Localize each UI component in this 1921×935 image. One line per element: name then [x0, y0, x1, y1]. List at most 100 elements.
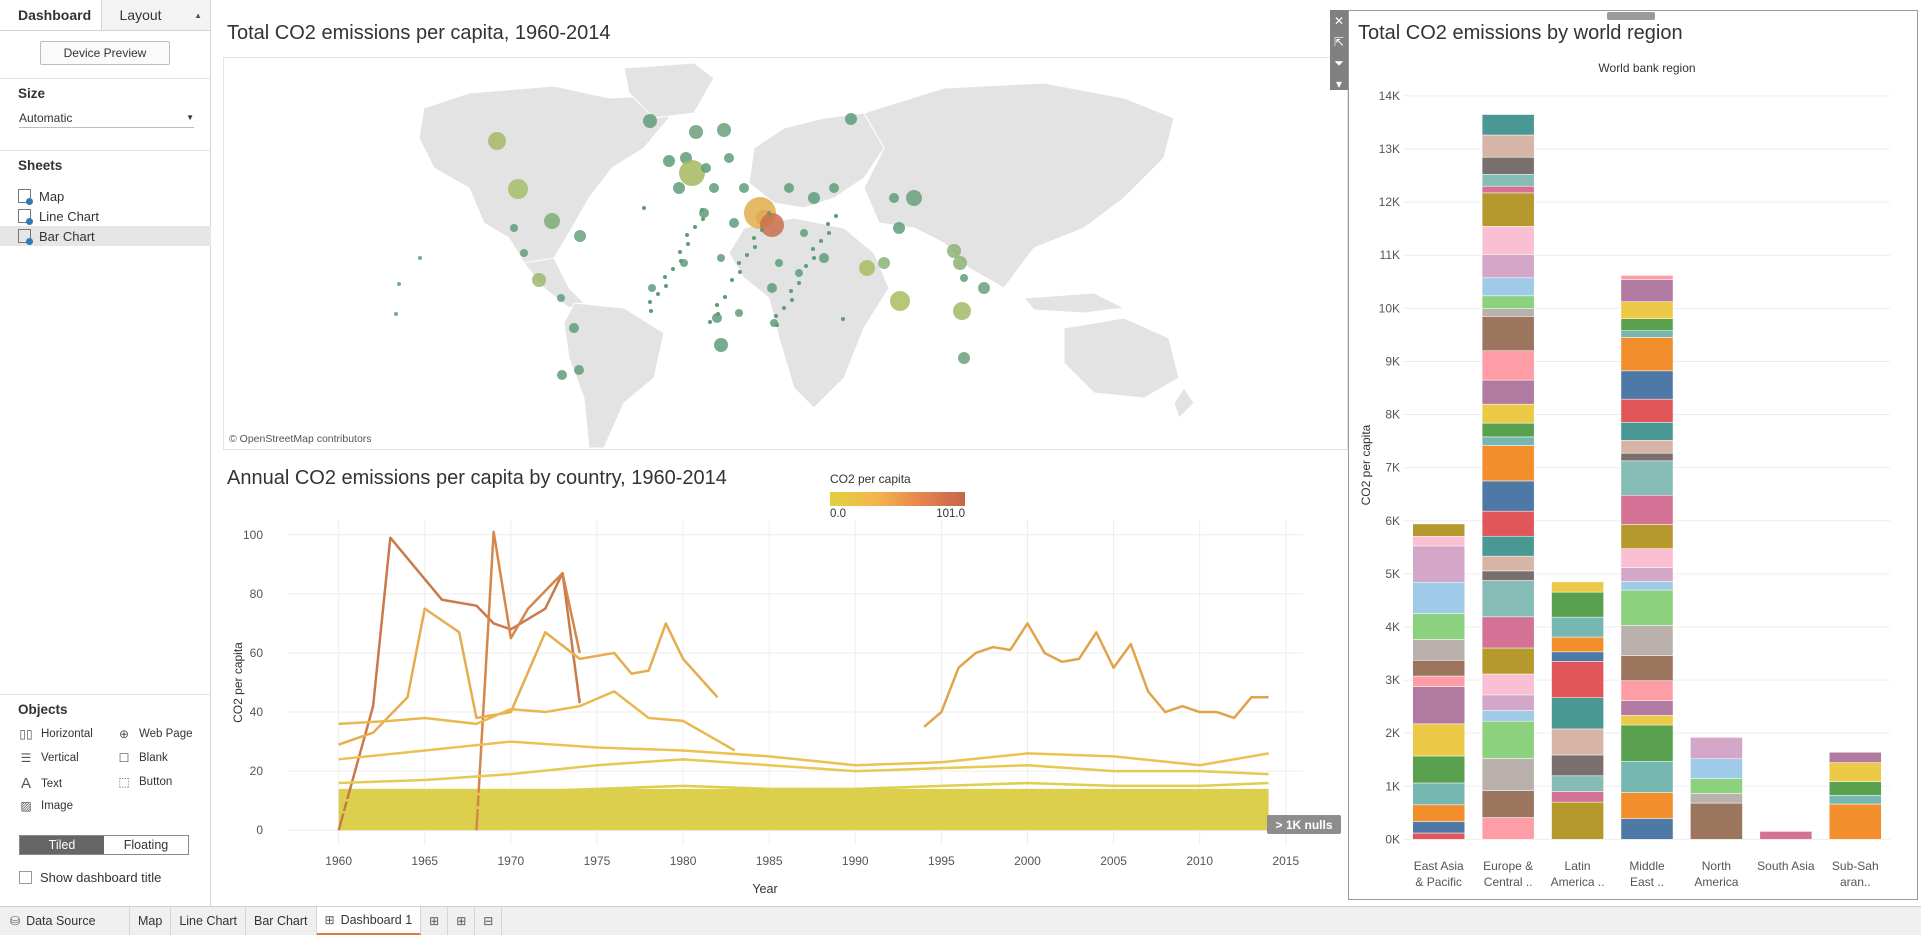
country-mark — [859, 260, 875, 276]
close-icon[interactable]: ✕ — [1333, 14, 1345, 28]
sheet-item-label: Line Chart — [39, 208, 99, 224]
tab-map[interactable]: Map — [130, 907, 172, 935]
country-mark — [671, 267, 675, 271]
bar-segment — [1481, 535, 1535, 557]
country-mark — [689, 125, 703, 139]
tab-data-source[interactable]: ⛁ Data Source — [0, 907, 130, 935]
tiled-floating-toggle: Tiled Floating — [19, 835, 189, 855]
device-preview-button[interactable]: Device Preview — [40, 41, 170, 65]
country-mark — [745, 253, 749, 257]
tab-line-chart[interactable]: Line Chart — [171, 907, 247, 935]
go-to-sheet-icon[interactable]: ⇱ — [1333, 35, 1345, 49]
bar-segment — [1620, 452, 1674, 462]
bar-segment — [1481, 817, 1535, 840]
country-mark — [834, 214, 838, 218]
x-tick-label: 2000 — [1014, 854, 1041, 868]
country-mark — [532, 273, 546, 287]
bar-segment — [1481, 422, 1535, 438]
x-tick-label: America — [1694, 875, 1738, 889]
country-mark — [947, 244, 961, 258]
object-web-page[interactable]: ⊕ Web Page — [117, 727, 193, 741]
y-axis-label: CO2 per capita — [1359, 424, 1373, 505]
series-line — [338, 793, 1269, 814]
more-options-icon[interactable]: ▾ — [1335, 77, 1343, 91]
worksheet-icon — [18, 229, 33, 245]
x-tick-label: 2005 — [1100, 854, 1127, 868]
new-worksheet-button[interactable]: ⊞ — [421, 907, 449, 935]
new-story-button[interactable]: ⊟ — [475, 907, 503, 935]
show-title-checkbox[interactable] — [19, 871, 32, 884]
filter-icon[interactable]: ⏷ — [1334, 56, 1344, 70]
y-tick-label: 6K — [1385, 514, 1400, 528]
x-tick-label: 1970 — [498, 854, 525, 868]
divider — [0, 150, 211, 151]
tiled-button[interactable]: Tiled — [20, 836, 104, 854]
chevron-down-icon: ▼ — [186, 113, 194, 122]
series-line — [338, 690, 736, 752]
bar-segment — [1481, 379, 1535, 405]
bar-chart-zone[interactable] — [1348, 10, 1918, 900]
sheet-item-bar-chart[interactable]: Bar Chart — [0, 226, 211, 246]
country-mark — [782, 306, 786, 310]
country-mark — [663, 275, 667, 279]
continent-south-america — [563, 302, 665, 449]
bar-chart[interactable]: World bank region 0K 1K 2K 3K 4K 5K 6K 7K 8K 9K 10K… — [1350, 50, 1916, 900]
tab-dashboard-1[interactable]: ⊞ Dashboard 1 — [316, 907, 422, 935]
sheet-item-line-chart[interactable]: Line Chart — [0, 206, 211, 226]
map-marks — [394, 113, 990, 380]
y-tick-label: 10K — [1379, 301, 1400, 315]
show-title-option[interactable]: Show dashboard title — [19, 870, 161, 885]
country-mark — [574, 230, 586, 242]
bar-segment — [1481, 226, 1535, 255]
x-tick-label: 1985 — [756, 854, 783, 868]
bar-segment — [1551, 697, 1604, 730]
object-button[interactable]: ⬚ Button — [117, 775, 172, 789]
country-mark — [811, 247, 815, 251]
series-line — [338, 781, 1269, 802]
size-dropdown[interactable]: Automatic ▼ — [19, 108, 194, 128]
sheet-item-label: Map — [39, 188, 65, 204]
object-vertical[interactable]: ☰ Vertical — [19, 751, 79, 765]
drag-handle[interactable] — [1607, 12, 1655, 20]
country-mark — [712, 313, 722, 323]
x-tick-label: America .. — [1551, 875, 1605, 889]
floating-button[interactable]: Floating — [123, 838, 169, 852]
tab-bar-chart[interactable]: Bar Chart — [246, 907, 317, 935]
series-line — [923, 622, 1269, 728]
bar-segment — [1412, 660, 1465, 677]
tab-label: Dashboard 1 — [340, 913, 413, 927]
bar-segment — [1620, 524, 1674, 549]
country-mark — [557, 294, 565, 302]
country-mark — [664, 284, 668, 288]
bar-segment — [1412, 639, 1465, 661]
country-mark — [906, 190, 922, 206]
map-view[interactable]: © OpenStreetMap contributors — [223, 57, 1348, 450]
sheet-item-map[interactable]: Map — [0, 186, 211, 206]
object-horizontal[interactable]: ▯▯ Horizontal — [19, 727, 92, 741]
object-image[interactable]: ▨ Image — [19, 799, 73, 813]
object-blank[interactable]: ☐ Blank — [117, 751, 168, 765]
country-mark — [808, 192, 820, 204]
country-mark — [953, 302, 971, 320]
color-legend[interactable]: CO2 per capita 0.0 101.0 — [830, 472, 970, 527]
sheets-title: Sheets — [18, 158, 63, 173]
bar-segment — [1551, 581, 1604, 593]
new-dashboard-button[interactable]: ⊞ — [448, 907, 476, 935]
country-mark — [829, 183, 839, 193]
world-map[interactable] — [224, 58, 1348, 450]
tab-layout[interactable]: Layout ▲ — [100, 0, 210, 30]
tab-dashboard[interactable]: Dashboard — [0, 0, 101, 30]
bar-segment — [1481, 570, 1535, 581]
object-text[interactable]: A Text — [19, 775, 62, 792]
bar-segment — [1481, 480, 1535, 512]
bar-segment — [1620, 680, 1674, 701]
bar-segment — [1481, 114, 1535, 136]
nulls-indicator[interactable]: > 1K nulls — [1267, 815, 1341, 834]
line-chart[interactable]: 1960 1965 1970 1975 1980 1985 1990 1995 2000 2005… — [223, 500, 1348, 900]
bar-segment — [1690, 802, 1743, 840]
x-tick-label: 1995 — [928, 854, 955, 868]
map-attribution: © OpenStreetMap contributors — [229, 433, 372, 445]
bar-segment — [1412, 832, 1465, 840]
country-mark — [673, 182, 685, 194]
bar-segment — [1551, 661, 1604, 699]
